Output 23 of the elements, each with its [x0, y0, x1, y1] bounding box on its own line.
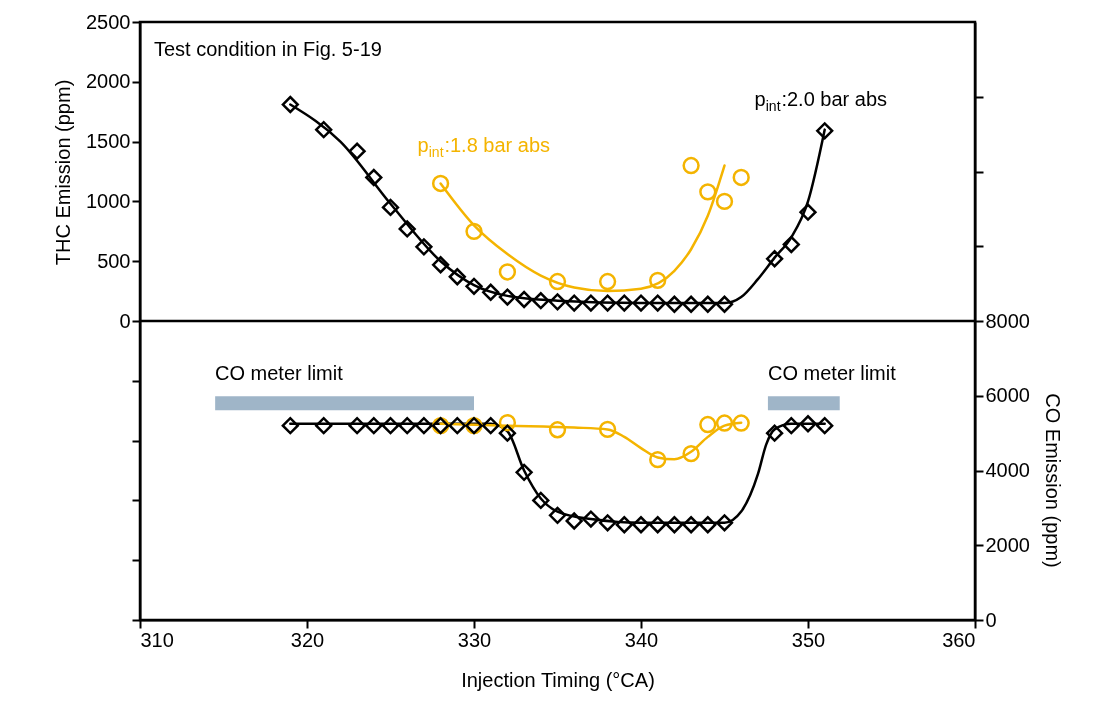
- annotation: Test condition in Fig. 5-19: [154, 38, 382, 60]
- x-tick-label: 350: [791, 628, 826, 651]
- x-axis-title: Injection Timing (°CA): [461, 668, 655, 691]
- y-tick-label: 1500: [86, 130, 131, 153]
- y2-tick-label: 0: [985, 608, 997, 631]
- y-tick-label: 0: [119, 309, 131, 332]
- y2-tick-label: 6000: [985, 384, 1030, 407]
- x-tick-label: 340: [624, 628, 659, 651]
- x-tick-label: 320: [290, 628, 325, 651]
- annotation: CO meter limit: [215, 362, 344, 384]
- x-tick-label: 310: [140, 628, 174, 651]
- x-tick-label: 360: [942, 628, 976, 651]
- y-axis-title: THC Emission (ppm): [52, 79, 75, 266]
- y2-tick-label: 4000: [985, 459, 1030, 481]
- y2-tick-label: 2000: [985, 533, 1030, 556]
- y-tick-label: 2500: [86, 10, 131, 33]
- annotation: CO meter limit: [768, 362, 897, 384]
- y2-tick-label: 8000: [985, 309, 1030, 332]
- y-tick-label: 1000: [86, 189, 131, 212]
- y-tick-label: 2000: [86, 70, 131, 93]
- y2-axis-title: CO Emission (ppm): [1041, 393, 1064, 568]
- y-tick-label: 500: [97, 249, 131, 272]
- x-tick-label: 330: [457, 628, 492, 651]
